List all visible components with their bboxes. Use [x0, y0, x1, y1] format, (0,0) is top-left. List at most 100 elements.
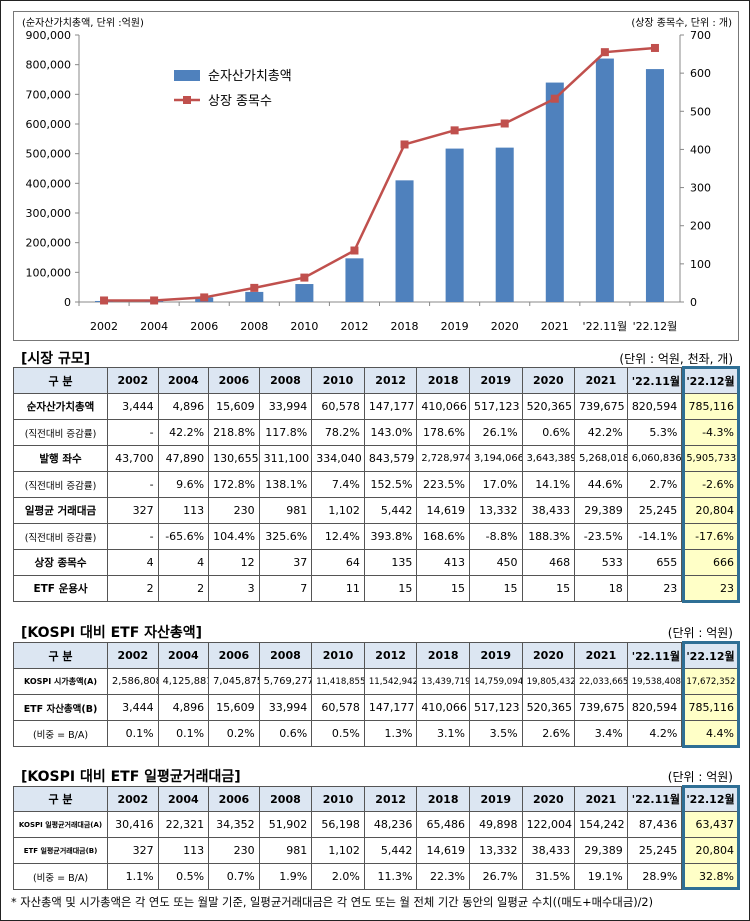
table-cell: 13,332: [468, 837, 523, 864]
table-cell: 468: [521, 549, 576, 576]
column-header: 2019: [468, 786, 523, 812]
table1-unit: (단위 : 억원, 천좌, 개): [619, 352, 733, 366]
line-listed-count: [104, 46, 656, 302]
bar-2012: [345, 258, 364, 302]
table-cell: -: [107, 471, 159, 498]
point-2010: [300, 273, 309, 282]
bar-2010: [295, 284, 314, 302]
table-cell: 4: [107, 549, 159, 576]
table-cell: 38,433: [521, 837, 576, 864]
column-header: 2021: [574, 367, 628, 394]
table-cell: -8.8%: [468, 523, 523, 550]
point-2019: [450, 126, 459, 135]
table-cell: 820,594: [626, 393, 683, 420]
left-tick-label: 0: [64, 296, 71, 309]
table-cell: 122,004: [521, 811, 576, 838]
column-header: 2008: [258, 642, 313, 669]
table-cell: 981: [258, 497, 313, 524]
table-cell: 23: [681, 575, 739, 602]
table-cell: 15: [521, 575, 576, 602]
table-cell: 104.4%: [208, 523, 260, 550]
market-size-table: 구 분 2002 2004 2006 2008 2010 2012 2018 2019 2020 2…: [12, 367, 739, 602]
table-cell: 147,177: [363, 393, 418, 420]
column-header: 2021: [574, 642, 628, 669]
table-cell: 517,123: [468, 393, 523, 420]
point-2004: [150, 296, 159, 305]
column-header: 2019: [468, 367, 523, 394]
x-tick-label: 2020: [491, 320, 519, 333]
table-cell: 2,728,974: [416, 445, 470, 472]
table-cell: 17,672,352: [681, 668, 739, 695]
table-cell: 230: [208, 497, 260, 524]
left-tick-label: 300,000: [26, 207, 72, 220]
x-tick-label: 2021: [541, 320, 569, 333]
table-cell: 5,442: [363, 497, 418, 524]
bar-2008: [245, 291, 264, 302]
table-cell: 60,578: [311, 694, 365, 721]
table-cell: 2.6%: [521, 720, 576, 747]
column-header: 2018: [416, 786, 470, 812]
x-tick-label: 2008: [240, 320, 268, 333]
table-cell: 5,442: [363, 837, 418, 864]
table-cell: 26.7%: [468, 863, 523, 890]
column-header: 2010: [311, 786, 365, 812]
legend-line-label: 상장 종목수: [208, 94, 272, 109]
table-cell: 168.6%: [416, 523, 470, 550]
table-cell: 78.2%: [311, 419, 365, 446]
table-cell: 533: [574, 549, 628, 576]
table-cell: 51,902: [258, 811, 313, 838]
table-cell: 152.5%: [363, 471, 418, 498]
table-cell: 31.5%: [521, 863, 576, 890]
table-cell: -: [107, 419, 159, 446]
table-cell: 117.8%: [258, 419, 313, 446]
table-cell: 19,805,432: [521, 668, 576, 695]
table-cell: 37: [258, 549, 313, 576]
left-tick-label: 700,000: [26, 88, 72, 101]
table-cell: 11.3%: [363, 863, 418, 890]
column-header: '22.11월: [626, 367, 683, 394]
column-header: '22.11월: [626, 786, 683, 812]
table-cell: 32.8%: [681, 863, 739, 890]
table-cell: 785,116: [681, 393, 739, 420]
column-header: 2012: [363, 786, 418, 812]
table-cell: 44.6%: [574, 471, 628, 498]
x-tick-label: '22.12월: [633, 320, 678, 333]
table-cell: 3,444: [107, 393, 159, 420]
table-cell: 325.6%: [258, 523, 313, 550]
table-cell: 154,242: [574, 811, 628, 838]
table-cell: 5,268,018: [574, 445, 628, 472]
table-row: KOSPI 시가총액(A) 2,586,808 4,125,881 7,045,875…: [12, 668, 739, 695]
column-header: '22.12월: [681, 367, 739, 394]
point-2008: [250, 283, 259, 292]
table-cell: 29,389: [574, 837, 628, 864]
table-cell: 48,236: [363, 811, 418, 838]
table3-unit: (단위 : 억원): [667, 770, 733, 784]
legend-bar-label: 순자산가치총액: [208, 69, 292, 84]
bar-2019: [445, 148, 464, 302]
chart-panel: 900,000 800,000 700,000 600,000 500,000 400,0…: [13, 11, 739, 341]
row-label: 발행 좌수: [12, 445, 109, 472]
table-cell: 4: [157, 549, 210, 576]
point-'22.11월: [600, 48, 609, 57]
table-cell: 87,436: [626, 811, 683, 838]
column-header: 2008: [258, 367, 313, 394]
x-tick-label: 2004: [140, 320, 168, 333]
table-cell: 0.6%: [258, 720, 313, 747]
column-header: 2006: [208, 367, 260, 394]
table-cell: -17.6%: [681, 523, 739, 550]
table-cell: 22.3%: [416, 863, 470, 890]
table-cell: 0.7%: [208, 863, 260, 890]
table-cell: 15: [416, 575, 470, 602]
table-cell: 19.1%: [574, 863, 628, 890]
table-cell: 138.1%: [258, 471, 313, 498]
table-cell: 3: [208, 575, 260, 602]
bar-2020: [495, 147, 514, 302]
x-tick-label: 2002: [90, 320, 118, 333]
right-tick-label: 500: [690, 105, 711, 118]
left-tick-label: 900,000: [26, 29, 72, 42]
table-cell: 410,066: [416, 393, 470, 420]
table-cell: 22,321: [157, 811, 210, 838]
table-cell: 843,579: [363, 445, 418, 472]
table-cell: 13,332: [468, 497, 523, 524]
table-cell: 49,898: [468, 811, 523, 838]
